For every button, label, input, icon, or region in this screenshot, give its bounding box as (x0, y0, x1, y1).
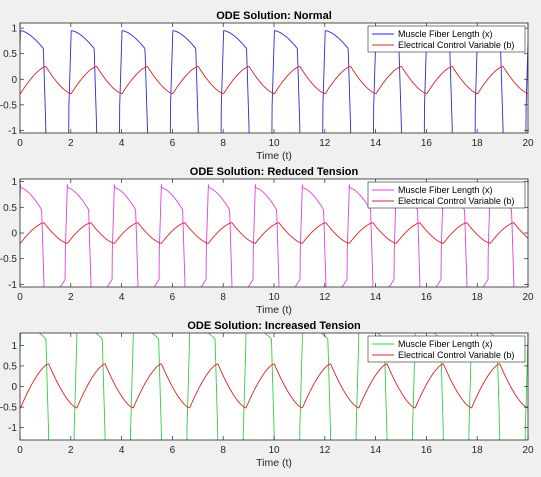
chart-1: ODE Solution: Normal 0 2 4 6 8 10 12 14 16 18 20 1 0.… (0, 10, 534, 162)
x-tick-label: 2 (68, 292, 74, 303)
legend-label: Muscle Fiber Length (x) (398, 339, 493, 349)
chart-title: ODE Solution: Increased Tension (187, 320, 361, 332)
chart-title: ODE Solution: Normal (216, 10, 332, 22)
series-line-2 (20, 66, 528, 95)
x-tick-label: 20 (522, 138, 534, 149)
legend-box (367, 25, 526, 53)
x-tick-label: 16 (421, 138, 433, 149)
x-tick-label: 8 (220, 138, 226, 149)
x-tick-label: 10 (268, 292, 280, 303)
x-tick-label: 10 (268, 445, 280, 456)
y-tick-label: 0 (11, 229, 17, 240)
legend-box (367, 335, 526, 363)
x-tick-label: 12 (319, 138, 331, 149)
x-tick-label: 6 (170, 292, 176, 303)
x-tick-label: 18 (472, 138, 484, 149)
x-tick-label: 18 (472, 292, 484, 303)
x-tick-label: 20 (522, 292, 534, 303)
y-tick-label: -0.5 (0, 403, 17, 414)
x-tick-label: 6 (170, 445, 176, 456)
series-line-2 (20, 363, 528, 409)
x-tick-label: 4 (119, 292, 125, 303)
x-tick-label: 8 (220, 445, 226, 456)
x-tick-label: 8 (220, 292, 226, 303)
legend: Muscle Fiber Length (x)Electrical Contro… (367, 181, 526, 209)
x-axis-label: Time (t) (256, 457, 292, 469)
y-tick-label: 0 (11, 382, 17, 393)
legend-box (367, 181, 526, 209)
x-tick-label: 4 (119, 445, 125, 456)
y-tick-label: 0 (11, 75, 17, 86)
x-tick-label: 12 (319, 292, 331, 303)
y-tick-label: -1 (8, 280, 17, 291)
legend: Muscle Fiber Length (x)Electrical Contro… (367, 25, 526, 53)
x-tick-label: 2 (68, 445, 74, 456)
y-tick-label: -0.5 (0, 254, 17, 265)
legend-label: Muscle Fiber Length (x) (398, 29, 493, 39)
x-tick-label: 20 (522, 445, 534, 456)
x-tick-label: 0 (17, 138, 23, 149)
y-tick-label: 0.5 (3, 49, 17, 60)
y-tick-label: 0.5 (3, 361, 17, 372)
y-tick-label: -0.5 (0, 100, 17, 111)
x-tick-label: 12 (319, 445, 331, 456)
x-tick-label: 14 (370, 445, 382, 456)
x-tick-label: 16 (421, 445, 433, 456)
x-tick-label: 6 (170, 138, 176, 149)
x-tick-label: 4 (119, 138, 125, 149)
x-tick-label: 2 (68, 138, 74, 149)
y-tick-label: -1 (8, 126, 17, 137)
x-tick-label: 10 (268, 138, 280, 149)
legend-label: Electrical Control Variable (b) (398, 350, 514, 360)
x-tick-label: 0 (17, 445, 23, 456)
series-line-2 (20, 222, 528, 244)
y-tick-label: 1 (11, 177, 17, 188)
x-axis-label: Time (t) (256, 304, 292, 316)
x-tick-label: 18 (472, 445, 484, 456)
x-tick-label: 16 (421, 292, 433, 303)
series-line-1 (20, 333, 528, 440)
y-tick-label: 1 (11, 24, 17, 35)
chart-title: ODE Solution: Reduced Tension (190, 166, 359, 178)
legend-label: Muscle Fiber Length (x) (398, 185, 493, 195)
legend: Muscle Fiber Length (x)Electrical Contro… (367, 335, 526, 363)
x-tick-label: 14 (370, 138, 382, 149)
x-axis-label: Time (t) (256, 150, 292, 162)
y-tick-label: 0.5 (3, 203, 17, 214)
x-tick-label: 0 (17, 292, 23, 303)
legend-label: Electrical Control Variable (b) (398, 196, 514, 206)
legend-label: Electrical Control Variable (b) (398, 40, 514, 50)
y-tick-label: 1 (11, 341, 17, 352)
x-tick-label: 14 (370, 292, 382, 303)
y-tick-label: -1 (8, 423, 17, 434)
